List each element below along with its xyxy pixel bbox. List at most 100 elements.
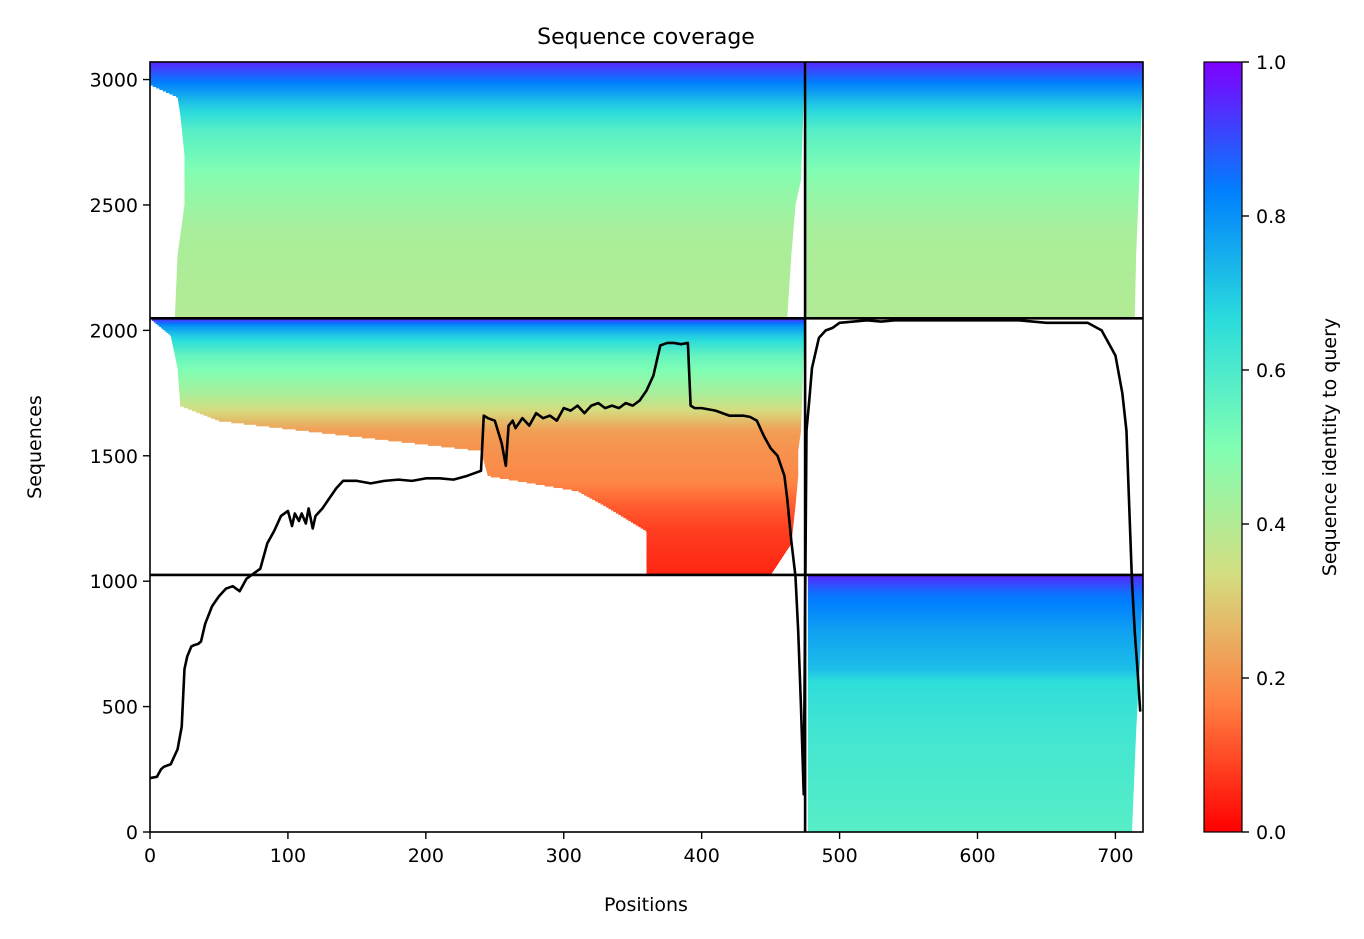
coverage-band	[806, 124, 1142, 127]
coverage-band	[806, 292, 1136, 295]
coverage-band	[646, 544, 790, 547]
coverage-band	[807, 633, 1141, 636]
coverage-band	[806, 274, 1136, 277]
coverage-band	[807, 645, 1141, 648]
coverage-band	[269, 425, 802, 428]
coverage-band	[807, 655, 1141, 658]
coverage-band	[182, 137, 803, 140]
y-tick-label: 2000	[90, 320, 138, 342]
coverage-band	[178, 382, 803, 385]
coverage-band	[179, 240, 793, 242]
coverage-band	[184, 154, 802, 157]
coverage-band	[176, 276, 790, 279]
coverage-band	[806, 97, 1142, 100]
coverage-band	[179, 395, 803, 398]
coverage-band	[183, 143, 803, 146]
coverage-band	[806, 110, 1142, 113]
coverage-band	[487, 474, 799, 476]
coverage-band	[179, 109, 804, 112]
coverage-band	[646, 565, 777, 568]
coverage-band	[807, 675, 1140, 678]
x-tick-label: 100	[270, 845, 306, 867]
coverage-band	[375, 437, 800, 440]
coverage-band	[806, 77, 1143, 80]
coverage-band	[171, 337, 805, 340]
coverage-band	[807, 677, 1140, 679]
coverage-band	[806, 197, 1139, 200]
coverage-band	[807, 776, 1135, 779]
coverage-band	[335, 433, 801, 436]
coverage-band	[176, 274, 790, 277]
coverage-band	[807, 774, 1135, 777]
coverage-band	[806, 67, 1143, 69]
coverage-band	[175, 300, 789, 303]
coverage-band	[175, 307, 788, 310]
coverage-band	[807, 762, 1135, 765]
coverage-band	[184, 196, 798, 199]
coverage-band	[177, 97, 804, 100]
coverage-band	[807, 684, 1139, 687]
coverage-band	[806, 148, 1141, 151]
coverage-band	[179, 238, 793, 241]
coverage-band	[181, 229, 794, 232]
coverage-band	[807, 816, 1133, 819]
coverage-band	[806, 283, 1136, 286]
coverage-band	[807, 672, 1140, 675]
coverage-band	[388, 439, 800, 442]
coverage-band	[807, 719, 1137, 722]
coverage-band	[623, 516, 795, 519]
coverage-band	[806, 234, 1137, 236]
coverage-band	[806, 256, 1137, 259]
coverage-band	[361, 436, 801, 439]
coverage-band	[179, 106, 804, 109]
coverage-band	[178, 104, 804, 107]
coverage-band	[806, 264, 1136, 267]
coverage-band	[806, 187, 1139, 190]
coverage-band	[571, 489, 797, 492]
coverage-band	[806, 133, 1141, 136]
coverage-band	[806, 229, 1138, 232]
coverage-band	[807, 657, 1141, 660]
coverage-band	[807, 582, 1143, 585]
coverage-band	[806, 185, 1139, 188]
coverage-band	[807, 699, 1138, 702]
coverage-band	[806, 247, 1137, 250]
coverage-band	[152, 85, 805, 87]
coverage-band	[175, 291, 789, 294]
coverage-band	[176, 270, 791, 273]
coverage-band	[807, 642, 1141, 645]
coverage-band	[150, 70, 805, 72]
coverage-band	[184, 178, 801, 181]
block-upper-left	[150, 62, 806, 319]
coverage-band	[806, 70, 1143, 72]
coverage-band	[807, 797, 1134, 800]
coverage-band	[806, 122, 1142, 125]
coverage-band	[630, 520, 794, 523]
coverage-band	[175, 95, 804, 98]
coverage-band	[184, 194, 798, 197]
coverage-band	[173, 349, 804, 352]
coverage-band	[175, 297, 789, 300]
coverage-band	[184, 184, 800, 187]
coverage-band	[807, 725, 1137, 728]
coverage-band	[806, 268, 1136, 271]
coverage-band	[173, 346, 805, 349]
coverage-band	[806, 270, 1136, 273]
coverage-band	[806, 294, 1136, 297]
coverage-band	[184, 155, 802, 158]
coverage-band	[646, 531, 793, 534]
coverage-band	[175, 355, 804, 358]
coverage-band	[807, 628, 1142, 631]
coverage-band	[807, 588, 1143, 591]
coverage-band	[646, 568, 775, 571]
coverage-band	[806, 243, 1137, 245]
coverage-band	[806, 196, 1139, 199]
coverage-band	[150, 74, 805, 77]
coverage-band	[806, 244, 1137, 247]
coverage-band	[175, 312, 788, 315]
coverage-band	[401, 440, 800, 443]
coverage-band	[807, 630, 1142, 633]
coverage-band	[807, 794, 1134, 797]
coverage-band	[807, 640, 1141, 643]
